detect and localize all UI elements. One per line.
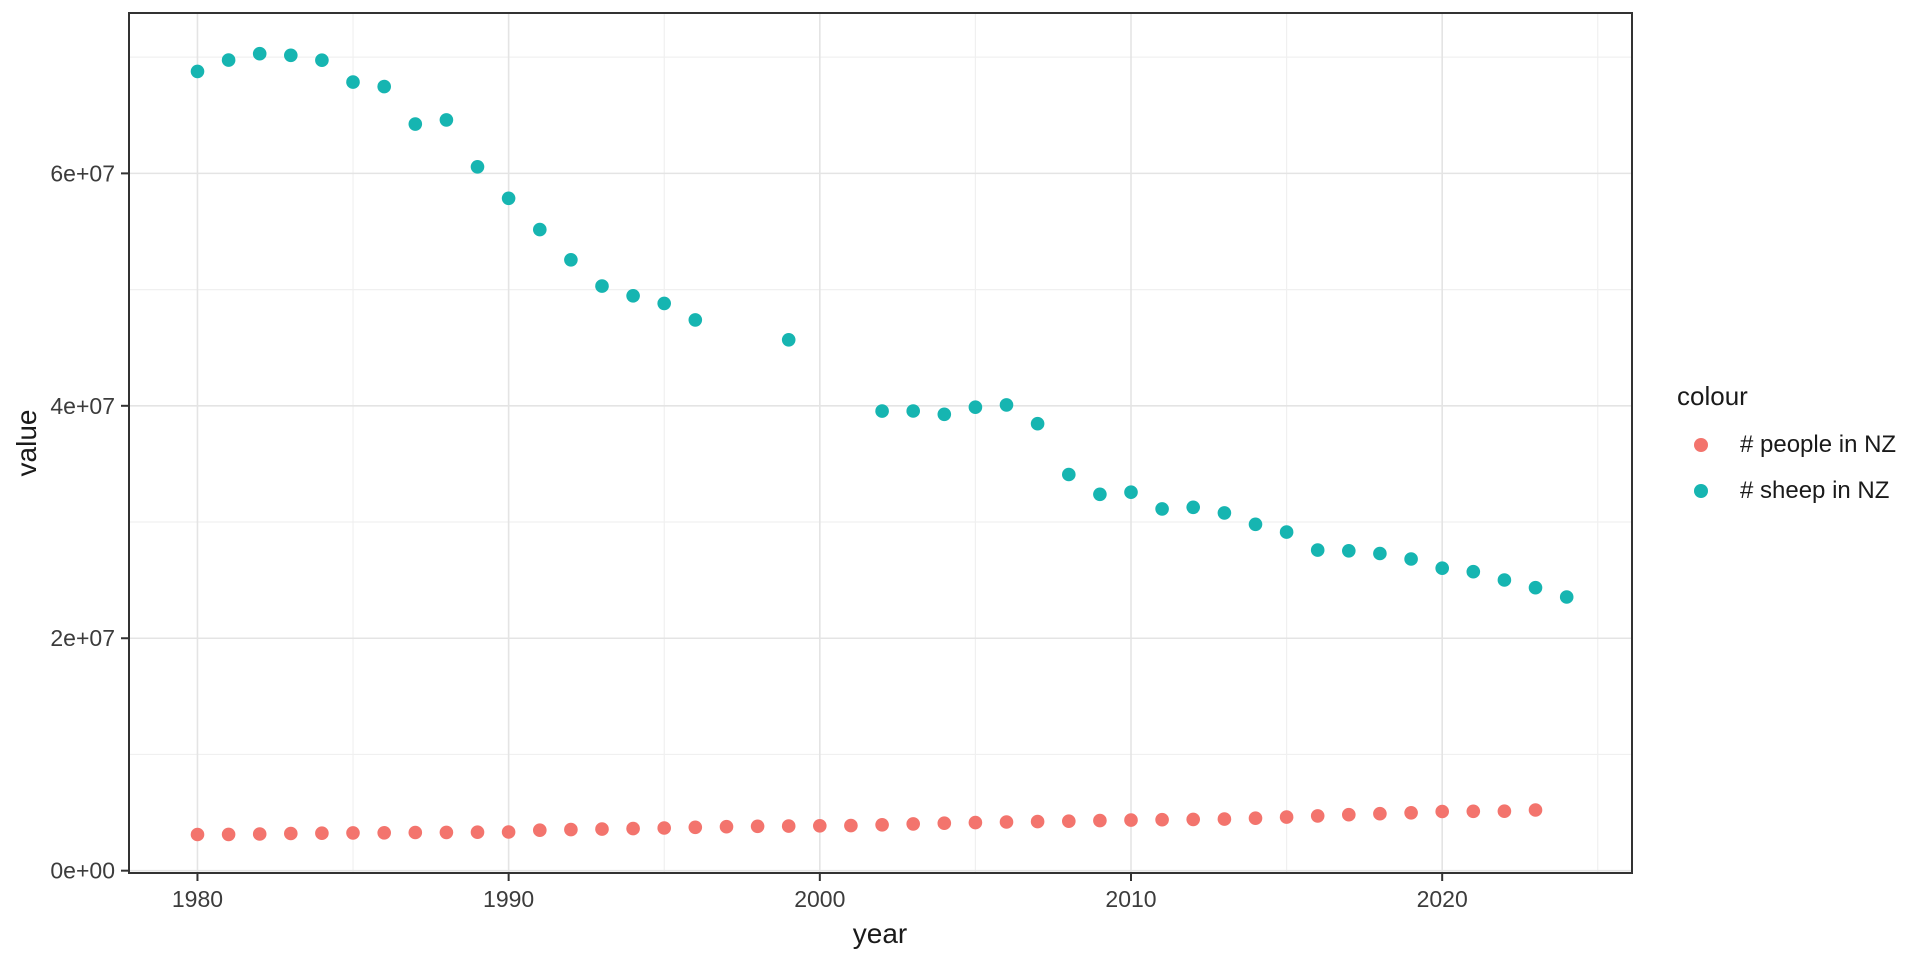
legend-key-dot xyxy=(1694,484,1708,498)
x-tick-label: 2010 xyxy=(1105,886,1156,912)
legend-item: # sheep in NZ xyxy=(1677,477,1896,504)
y-tick-label: 6e+07 xyxy=(50,160,115,186)
y-tick-label: 4e+07 xyxy=(50,393,115,419)
legend-item-label: # people in NZ xyxy=(1740,431,1897,458)
legend-title: colour xyxy=(1677,381,1748,411)
legend-items: # people in NZ # sheep in NZ xyxy=(1677,431,1897,504)
axis-ticks: 1980 1990 2000 2010 2020 0e+00 2e+07 4e+07 6e+07 xyxy=(50,160,1467,912)
x-axis-title: year xyxy=(852,918,908,949)
legend-item-label: # sheep in NZ xyxy=(1740,477,1890,504)
legend: colour # people in NZ # sheep in NZ xyxy=(1677,381,1896,504)
scatter-points-people xyxy=(190,803,1543,842)
x-tick-label: 1980 xyxy=(172,886,223,912)
legend-key-dot xyxy=(1694,438,1708,452)
scatter-points-sheep xyxy=(190,46,1574,604)
gridlines xyxy=(129,13,1632,873)
y-tick-label: 0e+00 xyxy=(50,858,115,884)
panel-border xyxy=(128,12,1633,874)
x-tick-label: 2000 xyxy=(794,886,845,912)
y-tick-label: 2e+07 xyxy=(50,625,115,651)
legend-item: # people in NZ xyxy=(1677,431,1897,458)
x-tick-label: 1990 xyxy=(483,886,534,912)
y-axis-title: value xyxy=(11,409,42,477)
x-tick-label: 2020 xyxy=(1417,886,1468,912)
